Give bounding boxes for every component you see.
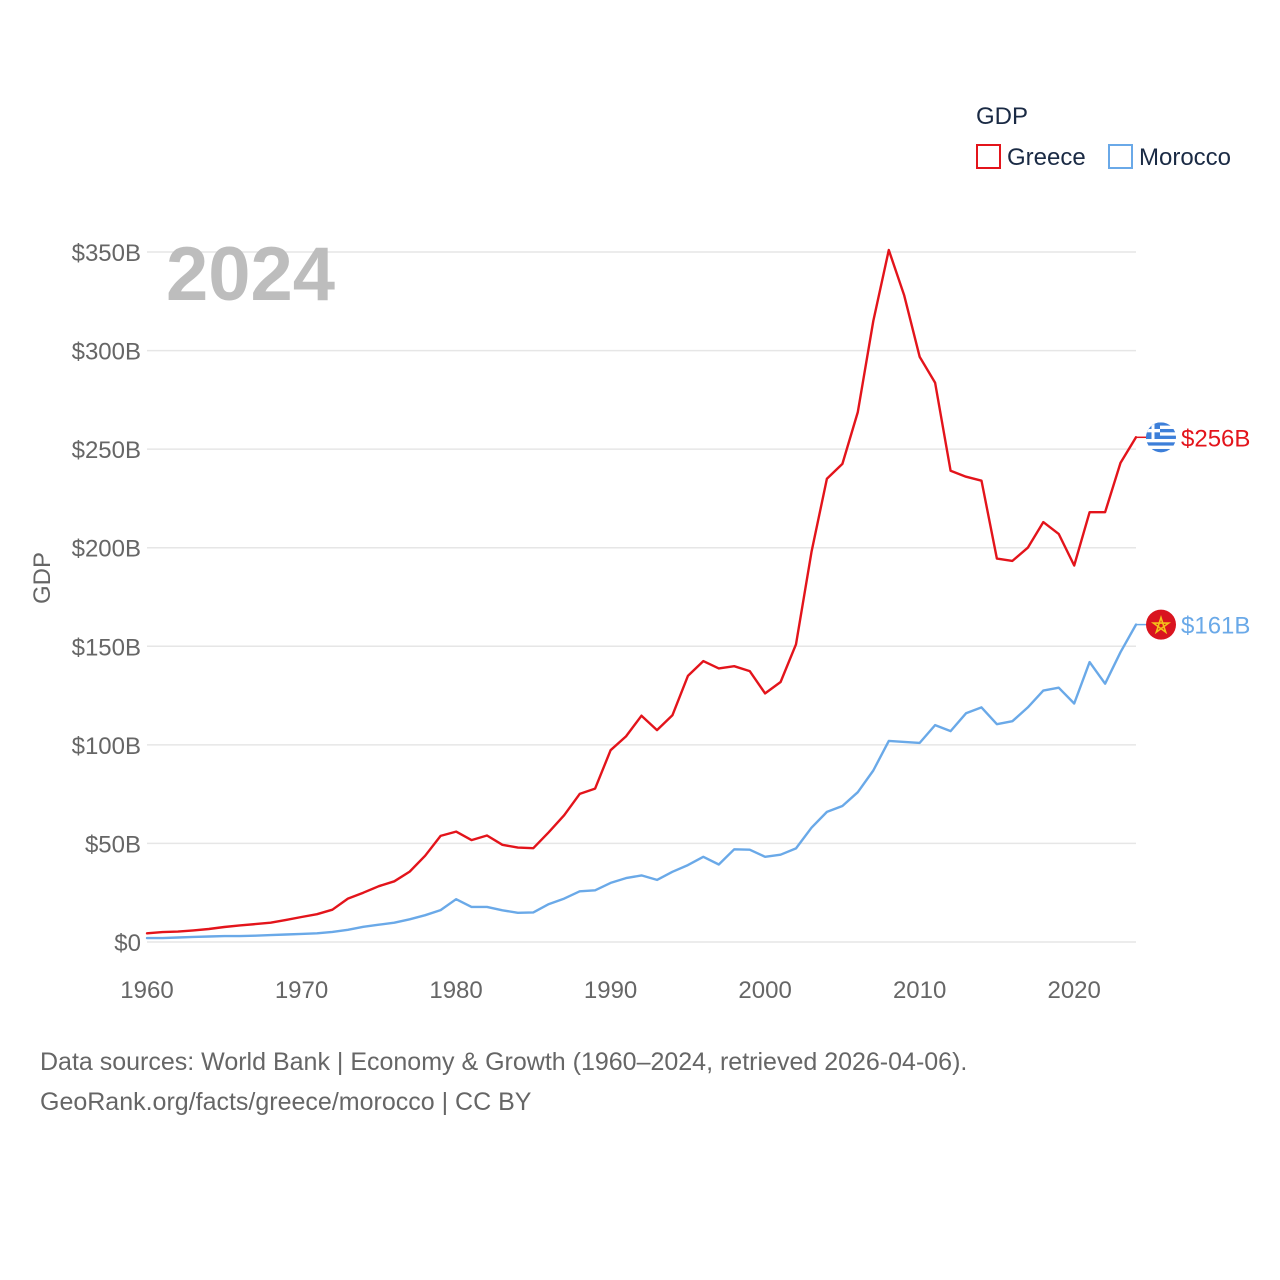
y-tick-label: $250B [72, 437, 141, 464]
x-tick-label: 1970 [275, 977, 328, 1004]
x-tick-label: 1960 [120, 977, 173, 1004]
x-tick-label: 1980 [429, 977, 482, 1004]
y-tick-label: $0 [114, 930, 141, 957]
x-axis-ticks: 1960 1970 1980 1990 2000 2010 2020 [120, 977, 1101, 1004]
x-tick-label: 2000 [738, 977, 791, 1004]
y-tick-label: $200B [72, 536, 141, 563]
footer-sources: Data sources: World Bank | Economy & Gro… [40, 1048, 968, 1076]
x-tick-label: 1990 [584, 977, 637, 1004]
end-label-morocco: $161B [1181, 613, 1250, 640]
end-label-greece: $256B [1181, 425, 1250, 452]
y-tick-label: $50B [85, 831, 141, 858]
footer: Data sources: World Bank | Economy & Gro… [40, 1042, 967, 1122]
legend-label-greece: Greece [1007, 144, 1086, 171]
y-tick-label: $150B [72, 634, 141, 661]
x-tick-label: 2010 [893, 977, 946, 1004]
y-tick-label: $100B [72, 733, 141, 760]
y-axis-label: GDP [29, 552, 56, 604]
legend-swatch-morocco [1108, 144, 1133, 169]
legend: GDP Greece Morocco [976, 103, 1231, 171]
series-lines [145, 248, 1138, 940]
greece-flag-icon [1146, 422, 1176, 453]
x-tick-label: 2020 [1047, 977, 1100, 1004]
legend-label-morocco: Morocco [1139, 144, 1231, 171]
series-line-morocco [145, 623, 1138, 940]
series-line-greece [145, 248, 1138, 935]
legend-swatch-greece [976, 144, 1001, 169]
grid-lines [147, 251, 1136, 943]
year-overlay: 2024 [166, 232, 335, 317]
y-axis-ticks: $0 $50B $100B $150B $200B $250B $300B $350B [72, 240, 141, 957]
gdp-line-chart: $0 $50B $100B $150B $200B $250B $300B $350B 196… [29, 103, 1250, 1004]
series-end-markers: $256B $161B [1136, 422, 1250, 640]
footer-link: GeoRank.org/facts/greece/morocco | CC BY [40, 1088, 532, 1116]
y-tick-label: $350B [72, 240, 141, 267]
legend-title: GDP [976, 103, 1028, 130]
morocco-flag-icon [1146, 609, 1176, 640]
y-tick-label: $300B [72, 339, 141, 366]
